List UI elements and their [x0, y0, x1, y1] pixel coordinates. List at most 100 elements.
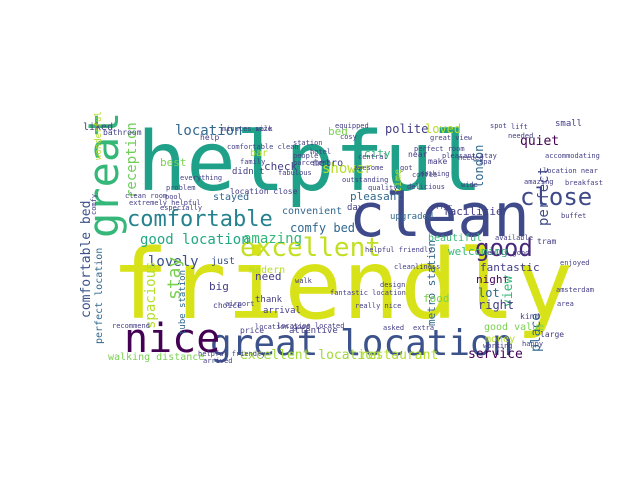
word-28: bed [328, 125, 348, 138]
word-45: place [529, 313, 544, 352]
word-62: thank [255, 295, 283, 305]
word-85: equipped [335, 122, 369, 130]
word-55: time [393, 169, 404, 193]
cloud-background [71, 118, 571, 368]
word-93: everything [180, 174, 222, 182]
word-122: family [240, 158, 265, 166]
word-33: welcoming [448, 245, 508, 258]
word-0: friendly [111, 229, 573, 341]
word-64: kind [520, 312, 539, 321]
word-104: design [380, 281, 405, 289]
word-77: central [358, 153, 388, 161]
word-42: need [255, 270, 282, 283]
word-38: right [478, 298, 514, 312]
word-111: location located [277, 322, 344, 330]
word-75: bathroom [103, 128, 142, 137]
word-112: recommend [112, 322, 150, 330]
word-113: working [483, 342, 513, 350]
word-123: walk [295, 277, 313, 285]
word-36: view [501, 276, 516, 307]
word-3: great location [210, 323, 513, 364]
word-133: delicious [407, 183, 445, 191]
word-7: excellent [240, 233, 381, 263]
word-15: reception [124, 122, 140, 198]
word-116: area [557, 300, 574, 308]
word-24: comfortable bed [79, 201, 94, 318]
word-70: choice [213, 301, 242, 310]
word-76: great view [430, 134, 473, 142]
word-80: size [255, 125, 272, 133]
word-138: especially [160, 204, 202, 212]
word-66: bar [250, 148, 268, 159]
word-114: happy [522, 340, 543, 348]
word-6: comfortable [127, 207, 273, 232]
word-134: pleasant stay [442, 152, 497, 160]
word-84: spa [479, 158, 492, 166]
word-63: arrival [263, 306, 301, 316]
word-54: convenient [282, 206, 342, 217]
word-135: perfect room [414, 145, 465, 153]
word-95: breakfast [565, 179, 603, 187]
word-35: night [476, 273, 509, 286]
word-74: help [200, 133, 219, 142]
word-26: city [364, 147, 391, 160]
word-79: nothing [420, 170, 450, 178]
word-1: helpful [137, 115, 483, 210]
word-103: available [495, 234, 533, 242]
word-19: quiet [520, 134, 559, 149]
word-49: just [211, 256, 235, 267]
word-52: best [160, 156, 187, 169]
word-101: cleanliness [394, 263, 440, 271]
word-86: fabulous [278, 169, 312, 177]
word-16: amazing [243, 231, 302, 247]
word-88: outstanding [342, 176, 388, 184]
word-40: walking distance [108, 352, 204, 363]
word-5: great [79, 112, 128, 238]
word-44: big [209, 280, 229, 293]
word-98: airport [225, 300, 255, 308]
word-132: wide [461, 181, 478, 189]
word-126: needed [458, 154, 483, 162]
word-29: polite [385, 122, 428, 136]
word-31: metro [313, 158, 343, 169]
word-129: spot [490, 122, 507, 130]
word-120: minutes walk [222, 125, 273, 133]
word-23: stay [164, 256, 185, 300]
word-92: location near [543, 167, 598, 175]
word-87: quality [368, 184, 398, 192]
word-94: needed [508, 132, 533, 140]
word-32: pleasant [350, 190, 403, 203]
word-51: liked [83, 122, 113, 133]
word-136: cosy [340, 133, 357, 141]
word-50: check [264, 160, 297, 173]
word-107: really nice [355, 302, 401, 310]
word-39: metro station [425, 240, 438, 326]
word-69: location close [230, 187, 298, 196]
word-41: perfect location [94, 248, 105, 344]
word-2: clean [349, 181, 530, 251]
word-27: shower [322, 161, 373, 177]
word-97: station [293, 139, 323, 147]
word-18: loved [425, 122, 461, 136]
word-82: people [293, 152, 318, 160]
word-102: really good [483, 249, 529, 257]
word-118: helpful friendly [198, 350, 265, 358]
word-20: perfect [536, 167, 552, 226]
word-60: tube station [178, 270, 188, 335]
word-117: clean room [125, 192, 167, 200]
word-108: asked [383, 324, 404, 332]
word-59: small [555, 119, 582, 129]
word-56: day [347, 203, 364, 213]
word-110: location good [255, 323, 310, 331]
word-21: comfy bed [290, 221, 355, 235]
word-127: offer [431, 203, 452, 211]
word-72: near [408, 150, 427, 159]
word-115: amsterdam [556, 286, 594, 294]
word-65: large [540, 330, 564, 339]
word-67: didn t [232, 167, 265, 177]
word-83: barcelona [293, 159, 331, 167]
word-106: fantastic location [330, 289, 406, 297]
word-34: facilitie [443, 205, 503, 218]
word-43: modern [249, 265, 285, 276]
